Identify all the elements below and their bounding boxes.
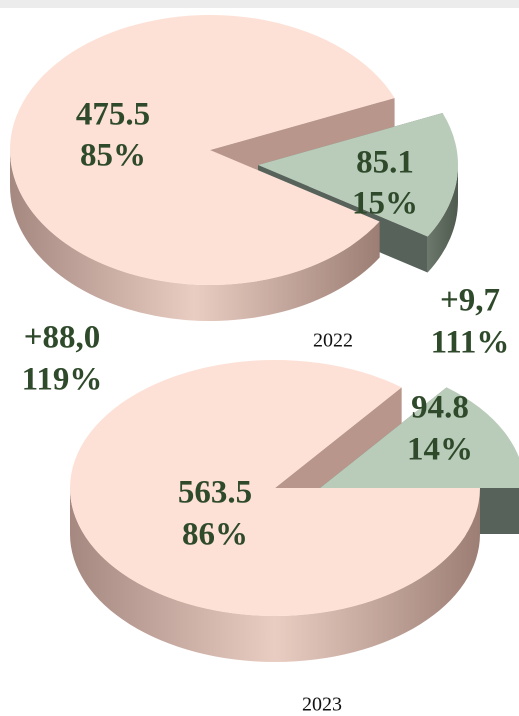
- annotation: 119%: [22, 362, 103, 398]
- percent-label: 15%: [352, 186, 418, 222]
- value-label: 475.5: [76, 97, 150, 133]
- slice-side: [9, 150, 380, 321]
- percent-label: 86%: [182, 517, 248, 553]
- slice-radial-side: [210, 98, 395, 186]
- chart-title: 2023: [302, 694, 342, 716]
- slice: [320, 387, 519, 488]
- slice-side: [70, 488, 480, 662]
- value-label: 563.5: [178, 475, 252, 511]
- slice: [258, 113, 458, 237]
- annotation: +9,7: [440, 283, 500, 319]
- slice-side: [427, 165, 458, 273]
- slice: [9, 15, 395, 285]
- top-bar: [0, 0, 519, 8]
- value-label: 94.8: [411, 390, 469, 426]
- percent-label: 85%: [80, 138, 146, 174]
- percent-label: 14%: [407, 432, 473, 468]
- slice: [69, 359, 481, 616]
- annotation: 111%: [431, 325, 510, 361]
- annotation: +88,0: [24, 320, 101, 356]
- chart-title: 2022: [313, 330, 353, 352]
- value-label: 85.1: [356, 145, 414, 181]
